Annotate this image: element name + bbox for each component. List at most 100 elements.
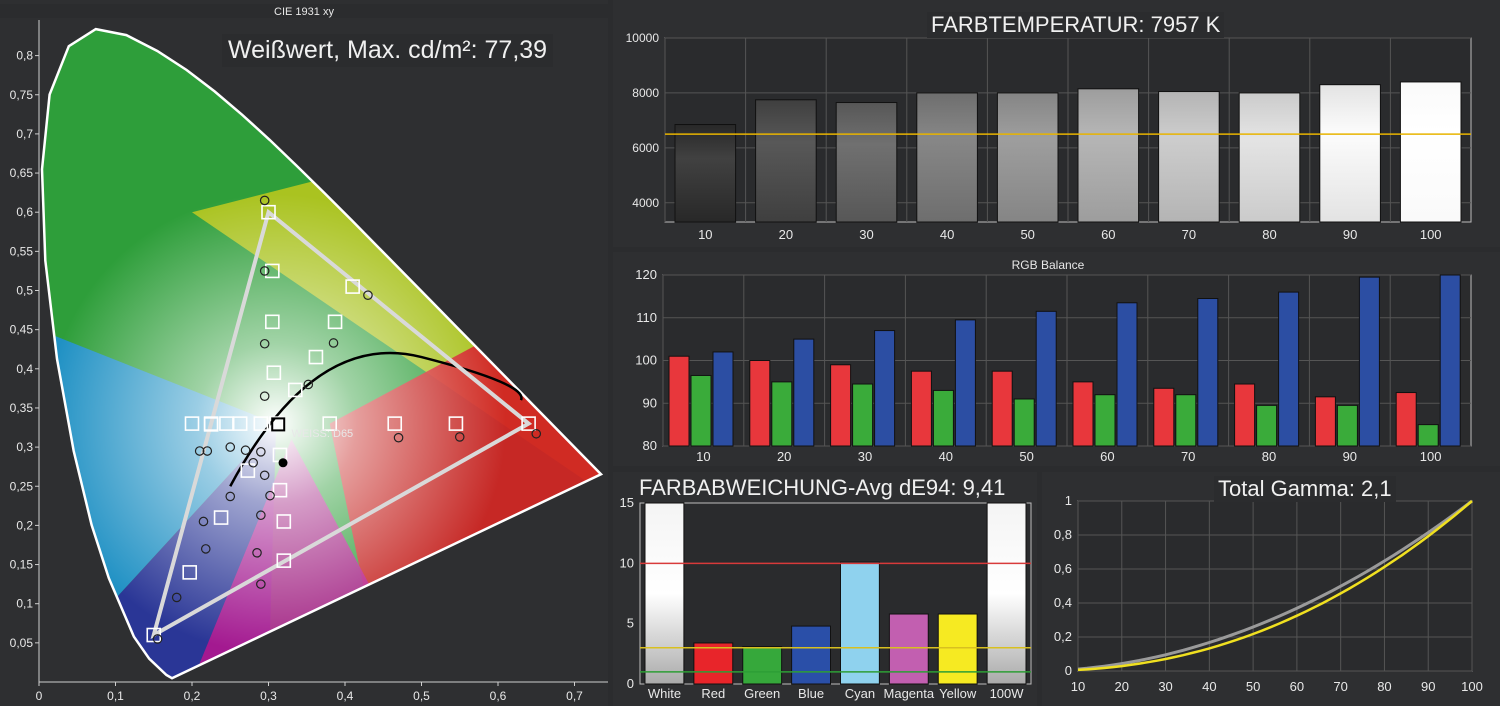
rgb-bar <box>1116 302 1138 447</box>
target-square <box>345 279 360 294</box>
cie-title: CIE 1931 xy <box>274 6 334 18</box>
y-tick-label: 0,15 <box>10 558 34 572</box>
target-square <box>308 349 324 365</box>
rgb-bar <box>1417 424 1439 447</box>
deltae-bar <box>791 625 831 685</box>
rgb-x-tick-label: 50 <box>1019 449 1033 464</box>
deltae-bar <box>937 613 978 685</box>
gamma-x-tick-label: 30 <box>1158 679 1172 694</box>
deltae-y-tick-label: 15 <box>620 495 634 510</box>
colortemp-chart: 4000 6000 8000 10000 10 20 30 40 50 60 70 80 90 100 <box>626 31 1472 242</box>
y-tick-label: 0,45 <box>10 323 34 337</box>
ct-bar <box>755 99 817 223</box>
y-tick-label: 0,05 <box>10 636 34 650</box>
rgb-panel: RGB Balance 80 90 100 110 120 10 20 30 40 50 60 70 80… <box>613 252 1500 466</box>
rgb-x-tick-label: 90 <box>1343 449 1357 464</box>
rgb-bar <box>1314 396 1336 447</box>
rgb-x-tick-label: 80 <box>1262 449 1276 464</box>
rgb-x-tick-label: 40 <box>939 449 953 464</box>
measured-point <box>303 379 314 390</box>
gamma-x-tick-label: 40 <box>1202 679 1216 694</box>
target-square <box>276 514 292 529</box>
measured-point <box>194 446 205 456</box>
y-tick-label: 0,3 <box>16 440 33 454</box>
target-square <box>253 416 269 431</box>
y-tick-label: 0,25 <box>10 479 34 493</box>
rgb-bar <box>1197 298 1219 447</box>
y-tick-label: 0,2 <box>16 518 33 532</box>
gamma-x-tick-label: 20 <box>1115 679 1129 694</box>
ct-x-tick-label: 60 <box>1101 227 1115 242</box>
deltae-bar <box>986 502 1027 685</box>
rgb-bar <box>668 355 690 447</box>
gamma-y-tick-label: 0,8 <box>1054 527 1072 542</box>
measured-point <box>198 516 209 527</box>
cie-title-bar <box>0 4 608 18</box>
ct-bar <box>835 102 898 223</box>
measured-point <box>256 446 266 457</box>
measured-point <box>200 544 211 554</box>
target-square <box>213 510 229 525</box>
gamma-x-tick-label: 100 <box>1461 679 1483 694</box>
ct-x-tick-label: 30 <box>859 227 873 242</box>
y-tick-label: 0,55 <box>10 244 34 258</box>
gamma-x-tick-label: 10 <box>1071 679 1085 694</box>
ct-bar <box>916 92 978 223</box>
deltae-bar <box>840 561 880 685</box>
rgb-bar <box>690 374 712 447</box>
rgb-bar <box>932 389 954 447</box>
gamma-x-tick-label: 80 <box>1377 679 1391 694</box>
y-tick-label: 0,7 <box>16 127 33 141</box>
ct-bar <box>1158 91 1220 223</box>
target-square <box>521 416 536 431</box>
x-tick-label: 0,4 <box>337 689 354 703</box>
rgb-bar <box>1175 394 1197 447</box>
white-value-label: Weißwert, Max. cd/m²: 77,39 <box>222 34 554 67</box>
rgb-bar <box>1013 398 1035 447</box>
d65-target-square <box>271 417 286 432</box>
rgb-bar <box>793 338 815 447</box>
rgb-bar <box>954 319 976 447</box>
gamma-measured-curve <box>1077 500 1473 672</box>
measured-point <box>256 510 266 521</box>
cie-chart: CIE 1931 xy 0 0,1 0,2 0,3 0,4 0,5 0,6 0,7 0,05 0,1… <box>0 4 608 703</box>
target-square <box>240 463 256 478</box>
ct-bar <box>1399 81 1462 223</box>
target-square <box>232 416 248 431</box>
measured-point <box>454 432 465 442</box>
rgb-bar <box>1358 276 1380 447</box>
ct-bar <box>1077 88 1140 223</box>
rgb-bar <box>712 351 734 447</box>
ct-x-tick-label: 70 <box>1182 227 1196 242</box>
ct-x-tick-label: 50 <box>1020 227 1034 242</box>
target-square <box>448 416 464 431</box>
measured-point <box>328 338 339 348</box>
measured-point <box>152 634 163 644</box>
deltae-bar <box>742 646 783 685</box>
target-square <box>272 482 288 498</box>
gamma-x-tick-label: 70 <box>1333 679 1347 694</box>
measured-point <box>202 446 213 456</box>
rgb-title: RGB Balance <box>1012 258 1085 272</box>
gamma-y-tick-label: 0,2 <box>1054 629 1072 644</box>
ct-bar <box>1238 92 1301 223</box>
measured-point <box>259 195 270 206</box>
gamma-x-tick-label: 90 <box>1421 679 1435 694</box>
deltae-chart: 0 5 10 15 White Red Green Blue Cyan Magenta Yellow… <box>620 495 1032 701</box>
target-square <box>265 263 280 279</box>
rgb-bar <box>1094 394 1116 447</box>
rgb-x-tick-label: 10 <box>696 449 710 464</box>
colortemp-panel: 4000 6000 8000 10000 10 20 30 40 50 60 70 80 90 100 F… <box>613 0 1500 247</box>
target-square <box>276 553 292 568</box>
target-square <box>203 416 219 431</box>
deltae-x-tick-label: 100W <box>990 686 1025 701</box>
x-tick-label: 0,6 <box>490 689 507 703</box>
gamma-chart: 0 0,2 0,4 0,6 0,8 1 10 20 30 40 50 60 70 80 90 100 <box>1054 493 1483 694</box>
measured-point <box>240 445 251 456</box>
y-tick-label: 0,8 <box>16 49 33 63</box>
rgb-bar <box>1035 310 1057 447</box>
deltae-bar <box>888 613 929 685</box>
rgb-bar <box>852 383 874 447</box>
deltae-title: FARBABWEICHUNG-Avg dE94: 9,41 <box>639 475 1006 500</box>
measured-point <box>259 391 270 402</box>
